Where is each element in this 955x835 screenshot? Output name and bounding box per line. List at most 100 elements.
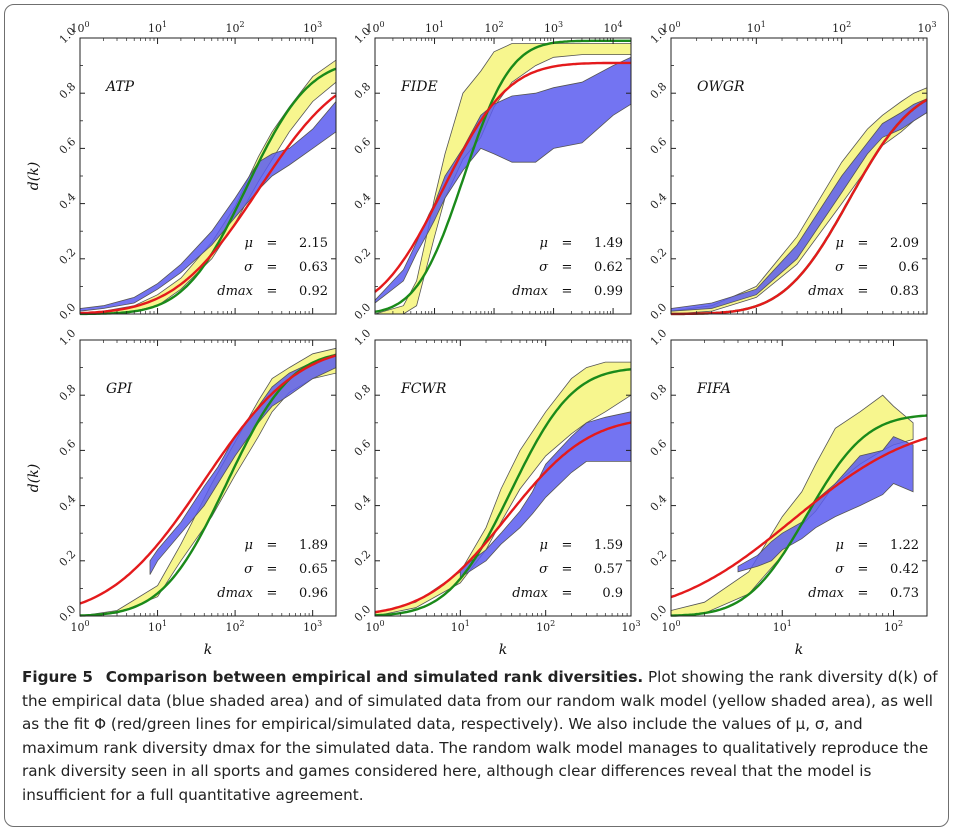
param-equals: = (562, 562, 573, 577)
param-equals: = (267, 562, 278, 577)
y-tick-label: 0.4 (648, 190, 670, 212)
x-tick-label: 101 (148, 619, 167, 634)
y-tick-label: 0.2 (352, 548, 374, 570)
empirical-fit-line (374, 421, 632, 614)
y-tick-label: 0.2 (648, 548, 670, 570)
param-value: 0.96 (299, 586, 328, 601)
param-value: 0.9 (602, 586, 623, 601)
param-equals: = (858, 260, 869, 275)
x-axis-label: k (204, 642, 212, 655)
y-tick-label: 1.0 (648, 327, 670, 349)
simulated-fit-line (374, 39, 631, 313)
empirical-fit-line (374, 61, 631, 293)
param-symbol: σ (835, 260, 845, 275)
y-tick-label: 0.6 (57, 135, 79, 157)
empirical-fit-line (79, 94, 337, 315)
y-tick-label: 0.4 (57, 190, 79, 212)
y-tick-label: 0.6 (57, 437, 79, 459)
x-tick-label-top: 104 (604, 20, 623, 35)
param-symbol: σ (244, 562, 254, 577)
param-equals: = (267, 586, 278, 601)
param-symbol: σ (539, 562, 549, 577)
param-symbol: μ (245, 236, 253, 251)
y-tick-label: 0.4 (57, 492, 79, 514)
empirical-fit-line (670, 436, 928, 599)
param-equals: = (267, 284, 278, 299)
y-tick-label: 1.0 (57, 327, 79, 349)
x-tick-label: 101 (773, 619, 792, 634)
y-axis-label: d(k) (26, 162, 42, 190)
x-tick-label-top: 102 (226, 20, 245, 35)
y-tick-label: 0.0 (648, 301, 670, 323)
param-symbol: μ (540, 236, 548, 251)
panel-title: OWGR (697, 79, 745, 95)
x-tick-label: 100 (365, 619, 384, 634)
x-tick-label: 103 (303, 619, 322, 634)
param-value: 0.92 (299, 284, 328, 299)
x-tick-label: 102 (884, 619, 903, 634)
panel-title: ATP (104, 79, 135, 95)
param-symbol: dmax (217, 284, 253, 299)
x-tick-label-top: 100 (365, 20, 384, 35)
param-value: 0.6 (898, 260, 919, 275)
x-tick-label-top: 100 (661, 20, 680, 35)
y-tick-label: 0.8 (352, 382, 374, 404)
simulated-fit-line (374, 368, 632, 617)
caption-title: Comparison between empirical and simulat… (105, 668, 644, 686)
caption-label: Figure 5 (22, 668, 93, 686)
empirical-fit-line (671, 98, 928, 316)
y-tick-label: 0.4 (648, 492, 670, 514)
panel-title: FIDE (400, 79, 438, 95)
param-value: 2.15 (299, 236, 328, 251)
x-tick-label: 102 (536, 619, 555, 634)
y-tick-label: 0.6 (648, 437, 670, 459)
param-equals: = (562, 284, 573, 299)
figure-panels: 0.0 0.2 0.4 0.6 0.8 1.0 100 101 102 103 ATP μ = 2.15 σ… (26, 20, 937, 655)
simulated-fit-line (671, 414, 928, 617)
param-symbol: dmax (808, 284, 844, 299)
y-tick-label: 0.2 (648, 246, 670, 268)
panel-title: FIFA (696, 381, 731, 397)
param-value: 1.89 (299, 538, 328, 553)
y-tick-label: 0.6 (352, 437, 374, 459)
empirical-band (737, 436, 914, 573)
param-value: 0.83 (890, 284, 919, 299)
param-equals: = (858, 562, 869, 577)
param-equals: = (858, 236, 869, 251)
param-value: 0.63 (299, 260, 328, 275)
x-tick-label-top: 101 (747, 20, 766, 35)
x-axis-label: k (499, 642, 507, 655)
y-tick-label: 0.2 (57, 246, 79, 268)
param-value: 0.73 (890, 586, 919, 601)
x-tick-label-top: 101 (148, 20, 167, 35)
param-equals: = (562, 586, 573, 601)
y-tick-label: 0.6 (352, 135, 374, 157)
y-tick-label: 1.0 (352, 327, 374, 349)
panel-title: GPI (106, 381, 133, 397)
param-value: 2.09 (890, 236, 919, 251)
figure-caption: Figure 5 Comparison between empirical an… (22, 666, 940, 807)
empirical-band (670, 98, 928, 312)
y-tick-label: 0.8 (57, 80, 79, 102)
param-symbol: μ (836, 538, 844, 553)
panel-title: FCWR (400, 381, 447, 397)
x-tick-label: 100 (70, 619, 89, 634)
param-equals: = (562, 236, 573, 251)
y-tick-label: 0.2 (352, 246, 374, 268)
param-equals: = (858, 538, 869, 553)
x-tick-label-top: 101 (425, 20, 444, 35)
param-symbol: dmax (217, 586, 253, 601)
x-tick-label-top: 102 (832, 20, 851, 35)
x-tick-label-top: 103 (917, 20, 936, 35)
x-tick-label: 102 (226, 619, 245, 634)
param-symbol: μ (540, 538, 548, 553)
param-value: 0.99 (594, 284, 623, 299)
caption-body: Plot showing the rank diversity d(k) of … (22, 668, 938, 804)
simulated-band (374, 361, 632, 617)
y-tick-label: 0.4 (352, 492, 374, 514)
param-symbol: dmax (512, 284, 548, 299)
param-symbol: σ (244, 260, 254, 275)
